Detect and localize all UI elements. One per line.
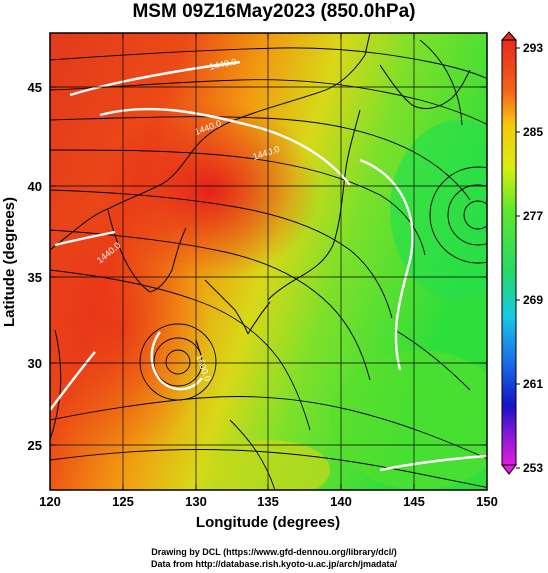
colorbar-bottom-arrow: [500, 464, 518, 475]
credit-drawing: Drawing by DCL (https://www.gfd-dennou.o…: [151, 547, 397, 557]
colorbar-scale: [501, 39, 517, 466]
height-contours: [50, 60, 487, 472]
x-tick-label: 130: [185, 494, 207, 509]
x-axis-label: Longitude (degrees): [196, 514, 340, 531]
y-axis-label: Latitude (degrees): [1, 197, 18, 327]
y-tick-marks: [50, 86, 487, 446]
colorbar-label: 293: [523, 41, 543, 55]
colorbar-label: 277: [523, 209, 543, 223]
y-tick-label: 25: [28, 438, 42, 453]
x-tick-label: 140: [330, 494, 352, 509]
y-tick-label: 40: [28, 179, 42, 194]
colorbar-top-arrow: [500, 31, 518, 41]
map-title: MSM 09Z16May2023 (850.0hPa): [132, 1, 416, 22]
x-tick-label: 150: [476, 494, 498, 509]
colorbar-label: 261: [523, 377, 543, 391]
colorbar-label: 269: [523, 293, 543, 307]
graticule: [50, 33, 487, 490]
credit-data: Data from http://database.rish.kyoto-u.a…: [150, 559, 398, 569]
colorbar-label: 285: [523, 125, 543, 139]
wind-streamlines: [50, 39, 487, 490]
temperature-field: [50, 33, 487, 490]
y-tick-label: 45: [28, 80, 42, 95]
y-tick-label: 35: [28, 270, 42, 285]
x-tick-label: 135: [257, 494, 279, 509]
x-tick-marks: [49, 33, 488, 490]
x-tick-label: 145: [403, 494, 425, 509]
x-tick-label: 120: [39, 494, 61, 509]
y-tick-label: 30: [28, 356, 42, 371]
x-tick-label: 125: [112, 494, 134, 509]
colorbar-label: 253: [523, 461, 543, 475]
colorbar: 293 285 277 269 261 253: [500, 31, 543, 475]
